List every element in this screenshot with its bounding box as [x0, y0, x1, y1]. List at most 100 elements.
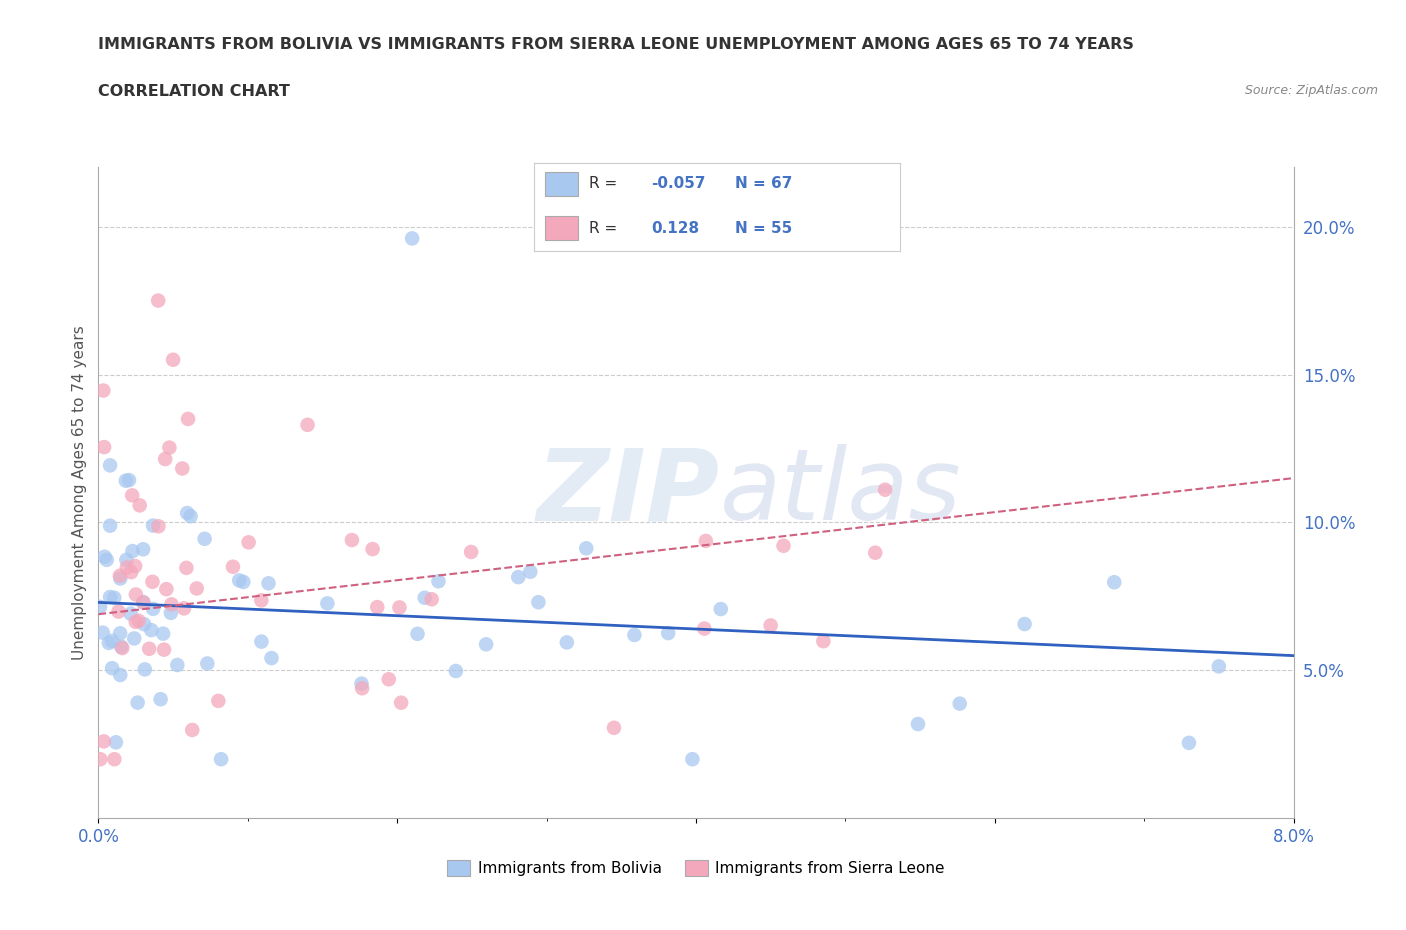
Point: [228, 573, 250, 588]
Point: [865, 545, 887, 560]
Point: [115, 560, 138, 575]
Point: [142, 518, 165, 533]
Point: [98, 458, 121, 472]
Text: atlas: atlas: [720, 445, 962, 541]
Point: [352, 681, 374, 696]
Text: Source: ZipAtlas.com: Source: ZipAtlas.com: [1244, 84, 1378, 97]
Point: [153, 452, 176, 467]
Point: [875, 483, 897, 498]
Text: IMMIGRANTS FROM BOLIVIA VS IMMIGRANTS FROM SIERRA LEONE UNEMPLOYMENT AMONG AGES : IMMIGRANTS FROM BOLIVIA VS IMMIGRANTS FR…: [98, 37, 1135, 52]
FancyBboxPatch shape: [546, 172, 578, 196]
Point: [180, 509, 202, 524]
Point: [460, 545, 482, 560]
Point: [401, 231, 423, 246]
Point: [124, 559, 146, 574]
Point: [142, 602, 165, 617]
Point: [172, 461, 194, 476]
Point: [388, 600, 411, 615]
Point: [176, 506, 198, 521]
Point: [98, 518, 121, 533]
Point: [120, 565, 142, 579]
Point: [110, 668, 132, 683]
Legend: Immigrants from Bolivia, Immigrants from Sierra Leone: Immigrants from Bolivia, Immigrants from…: [441, 854, 950, 883]
Point: [127, 696, 149, 711]
Point: [114, 473, 136, 488]
Point: [508, 570, 530, 585]
Point: [162, 352, 184, 367]
Point: [122, 631, 145, 645]
Y-axis label: Unemployment Among Ages 65 to 74 years: Unemployment Among Ages 65 to 74 years: [72, 326, 87, 660]
Point: [141, 623, 163, 638]
Point: [389, 696, 412, 711]
Point: [155, 582, 177, 597]
Point: [232, 575, 254, 590]
Point: [118, 472, 141, 487]
Text: N = 67: N = 67: [735, 177, 793, 192]
Point: [107, 604, 129, 619]
Point: [623, 628, 645, 643]
Point: [413, 591, 436, 605]
Text: R =: R =: [589, 220, 617, 235]
Point: [108, 568, 131, 583]
Point: [89, 751, 111, 766]
Point: [148, 293, 170, 308]
Point: [132, 542, 155, 557]
Point: [555, 635, 578, 650]
Point: [153, 643, 176, 658]
Point: [603, 721, 626, 736]
Point: [121, 488, 143, 503]
Point: [657, 626, 679, 641]
Point: [128, 613, 150, 628]
Point: [575, 541, 598, 556]
Point: [132, 594, 155, 609]
Point: [1104, 575, 1126, 590]
Point: [475, 637, 498, 652]
Point: [195, 656, 218, 671]
Point: [759, 618, 782, 633]
Point: [176, 561, 198, 576]
Point: [103, 591, 125, 605]
Point: [141, 575, 163, 590]
Point: [160, 605, 183, 620]
Point: [186, 581, 208, 596]
Point: [316, 596, 339, 611]
Point: [160, 597, 183, 612]
Point: [98, 590, 121, 604]
Point: [207, 694, 229, 709]
Point: [250, 593, 273, 608]
Point: [350, 676, 373, 691]
Point: [104, 735, 127, 750]
Point: [260, 651, 283, 666]
Point: [257, 576, 280, 591]
Point: [138, 642, 160, 657]
Point: [1014, 617, 1036, 631]
Point: [238, 535, 260, 550]
Point: [194, 531, 217, 546]
Point: [101, 660, 124, 675]
Point: [1208, 659, 1230, 674]
Point: [181, 723, 204, 737]
Point: [173, 601, 195, 616]
Point: [115, 552, 138, 567]
Point: [93, 734, 115, 749]
Point: [209, 751, 232, 766]
Point: [134, 662, 156, 677]
Point: [93, 550, 115, 565]
Point: [377, 671, 399, 686]
Point: [519, 565, 541, 579]
Point: [120, 606, 142, 621]
Point: [121, 544, 143, 559]
Point: [91, 625, 114, 640]
Point: [148, 519, 170, 534]
Point: [93, 440, 115, 455]
Point: [125, 615, 148, 630]
Point: [149, 692, 172, 707]
Point: [97, 635, 120, 650]
Text: N = 55: N = 55: [735, 220, 793, 235]
Point: [250, 634, 273, 649]
Point: [96, 552, 118, 567]
Point: [340, 533, 363, 548]
Point: [693, 621, 716, 636]
Point: [103, 751, 125, 766]
Point: [93, 383, 115, 398]
